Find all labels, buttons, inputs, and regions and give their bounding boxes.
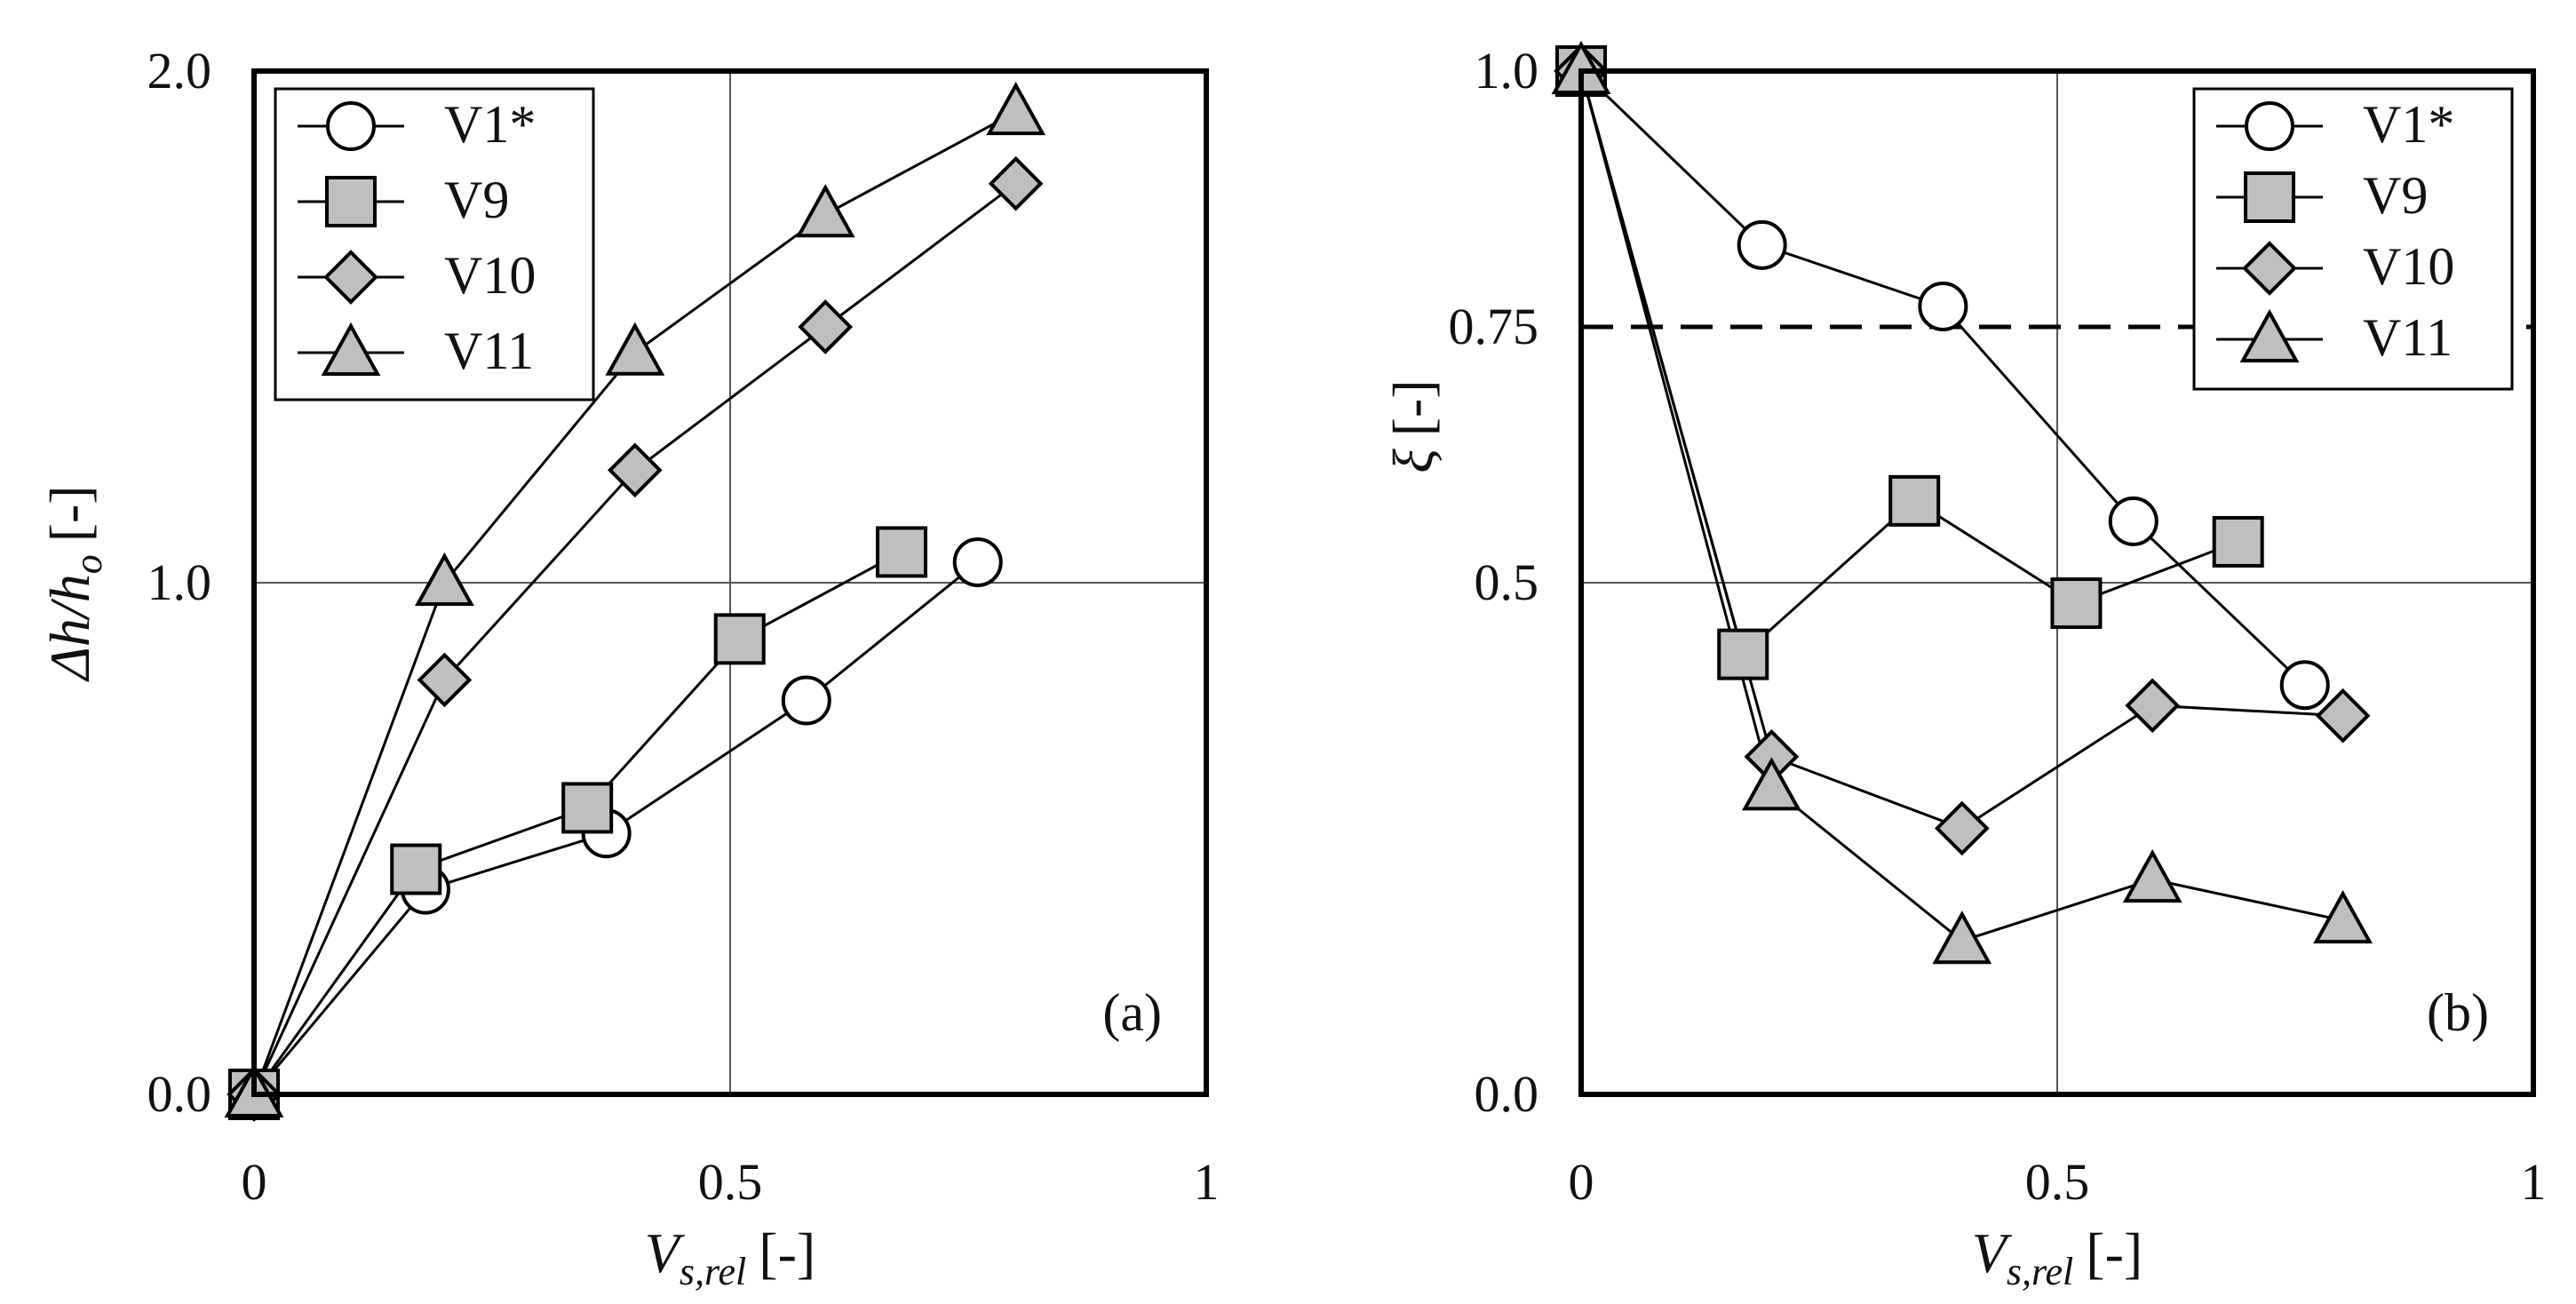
panel-b-legend-label-v10: V10 xyxy=(2363,237,2454,296)
panel-a-series-layer xyxy=(224,81,1046,1122)
panel-a: 0.0 1.0 2.0 0 0.5 1 Vs,rel [-] Δh/ho[-] (… xyxy=(38,42,1220,1293)
panel-b-plot-frame xyxy=(1578,68,2536,1097)
panel-a-legend-label-v10: V10 xyxy=(444,246,536,305)
panel-b-ytick-1: 0.5 xyxy=(1475,553,1539,611)
panel-b-point-s1-1 xyxy=(1717,628,1769,680)
panel-b-ytick-3: 1.0 xyxy=(1475,42,1539,99)
panel-b-legend-marker-1 xyxy=(2244,171,2295,223)
panel-b-ytick-0: 0.0 xyxy=(1475,1065,1539,1123)
panel-b-label: (b) xyxy=(2427,983,2489,1042)
panel-b-ylabel: ξ[-] xyxy=(1381,379,1444,473)
panel-a-point-s3-1 xyxy=(415,552,474,606)
panel-a-plot-frame xyxy=(251,68,1209,1097)
panel-a-point-s2-1 xyxy=(417,652,473,708)
panel-b-point-s3-4 xyxy=(2313,890,2373,944)
panel-a-point-s1-4 xyxy=(875,526,927,578)
panel-a-legend-marker-1 xyxy=(325,176,377,227)
panel-a-label: (a) xyxy=(1102,983,1162,1042)
panel-b-point-s0-1 xyxy=(1737,219,1787,270)
panel-a-xtick-2: 1 xyxy=(1194,1153,1220,1211)
panel-b-legend-box xyxy=(2192,87,2514,391)
panel-b-xtick-0: 0 xyxy=(1569,1153,1594,1211)
panel-b-point-s0-3 xyxy=(2108,496,2159,546)
panel-a-legend-label-v11: V11 xyxy=(444,322,534,380)
panel-a-point-s2-4 xyxy=(988,155,1044,211)
panel-b-legend-marker-0 xyxy=(2245,101,2294,151)
panel-a-legend-marks xyxy=(298,101,404,376)
panel-a-point-s3-2 xyxy=(605,322,665,376)
panel-a-point-s1-3 xyxy=(713,613,766,665)
panel-a-ytick-1: 1.0 xyxy=(147,553,212,611)
panel-a-point-s3-3 xyxy=(795,184,855,238)
panel-a-point-s0-4 xyxy=(952,537,1003,587)
panel-a-point-s1-2 xyxy=(561,782,614,834)
panel-a-legend-marker-2 xyxy=(323,250,378,305)
panel-b-legend: V1* V9 V10 V11 xyxy=(2192,87,2514,391)
panel-a-ylabel: Δh/ho[-] xyxy=(38,485,110,682)
panel-b-point-s1-3 xyxy=(2050,577,2103,630)
panel-b-point-s3-3 xyxy=(2122,848,2182,903)
panel-b: 0.0 0.5 0.75 1.0 0 0.5 1 Vs,rel [-] ξ[-] … xyxy=(1381,40,2547,1293)
panel-b-legend-label-v11: V11 xyxy=(2363,308,2453,367)
panel-b-legend-label-v9: V9 xyxy=(2363,166,2428,225)
panel-b-legend-label-v1: V1* xyxy=(2363,95,2454,154)
panel-b-xtick-1: 0.5 xyxy=(2025,1153,2090,1211)
panel-a-legend: V1* V9 V10 V11 xyxy=(274,87,595,402)
panel-b-legend-marker-3 xyxy=(2239,308,2300,362)
panel-b-point-s1-4 xyxy=(2212,515,2264,568)
panel-b-series-line-1 xyxy=(1579,70,2239,657)
panel-b-legend-marks xyxy=(2216,101,2323,362)
panel-a-point-s0-3 xyxy=(781,675,831,726)
panel-b-point-s0-4 xyxy=(2279,660,2330,711)
panel-a-point-s1-1 xyxy=(390,843,442,895)
panel-a-legend-label-v9: V9 xyxy=(444,171,509,229)
panel-a-xlabel: Vs,rel [-] xyxy=(645,1221,815,1293)
panel-a-xtick-1: 0.5 xyxy=(698,1153,763,1211)
panel-b-point-s2-3 xyxy=(2125,678,2181,734)
panel-b-ytick-2: 0.75 xyxy=(1449,298,1539,355)
panel-a-ytick-0: 0.0 xyxy=(147,1065,212,1123)
panel-b-point-s3-2 xyxy=(1932,910,1992,965)
panel-a-legend-label-v1: V1* xyxy=(444,95,536,154)
panel-a-point-s2-2 xyxy=(607,442,663,498)
panel-a-xtick-0: 0 xyxy=(242,1153,267,1211)
panel-a-legend-box xyxy=(274,87,595,402)
panel-b-legend-marker-2 xyxy=(2242,241,2297,296)
panel-b-point-s3-1 xyxy=(1742,757,1801,811)
panel-b-xtick-2: 1 xyxy=(2521,1153,2547,1211)
panel-b-point-s0-2 xyxy=(1918,281,1968,331)
panel-b-xlabel: Vs,rel [-] xyxy=(1972,1221,2143,1293)
panel-a-ytick-2: 2.0 xyxy=(147,42,212,99)
panel-b-point-s1-2 xyxy=(1888,474,1941,527)
panel-b-series-layer xyxy=(1551,40,2373,965)
panel-a-legend-marker-3 xyxy=(321,322,381,376)
panel-b-point-s2-2 xyxy=(1934,800,1990,856)
panel-a-point-s3-4 xyxy=(986,81,1046,136)
panel-b-point-s2-4 xyxy=(2315,688,2371,743)
panel-a-point-s2-3 xyxy=(798,299,854,354)
panel-a-legend-marker-0 xyxy=(326,101,376,151)
